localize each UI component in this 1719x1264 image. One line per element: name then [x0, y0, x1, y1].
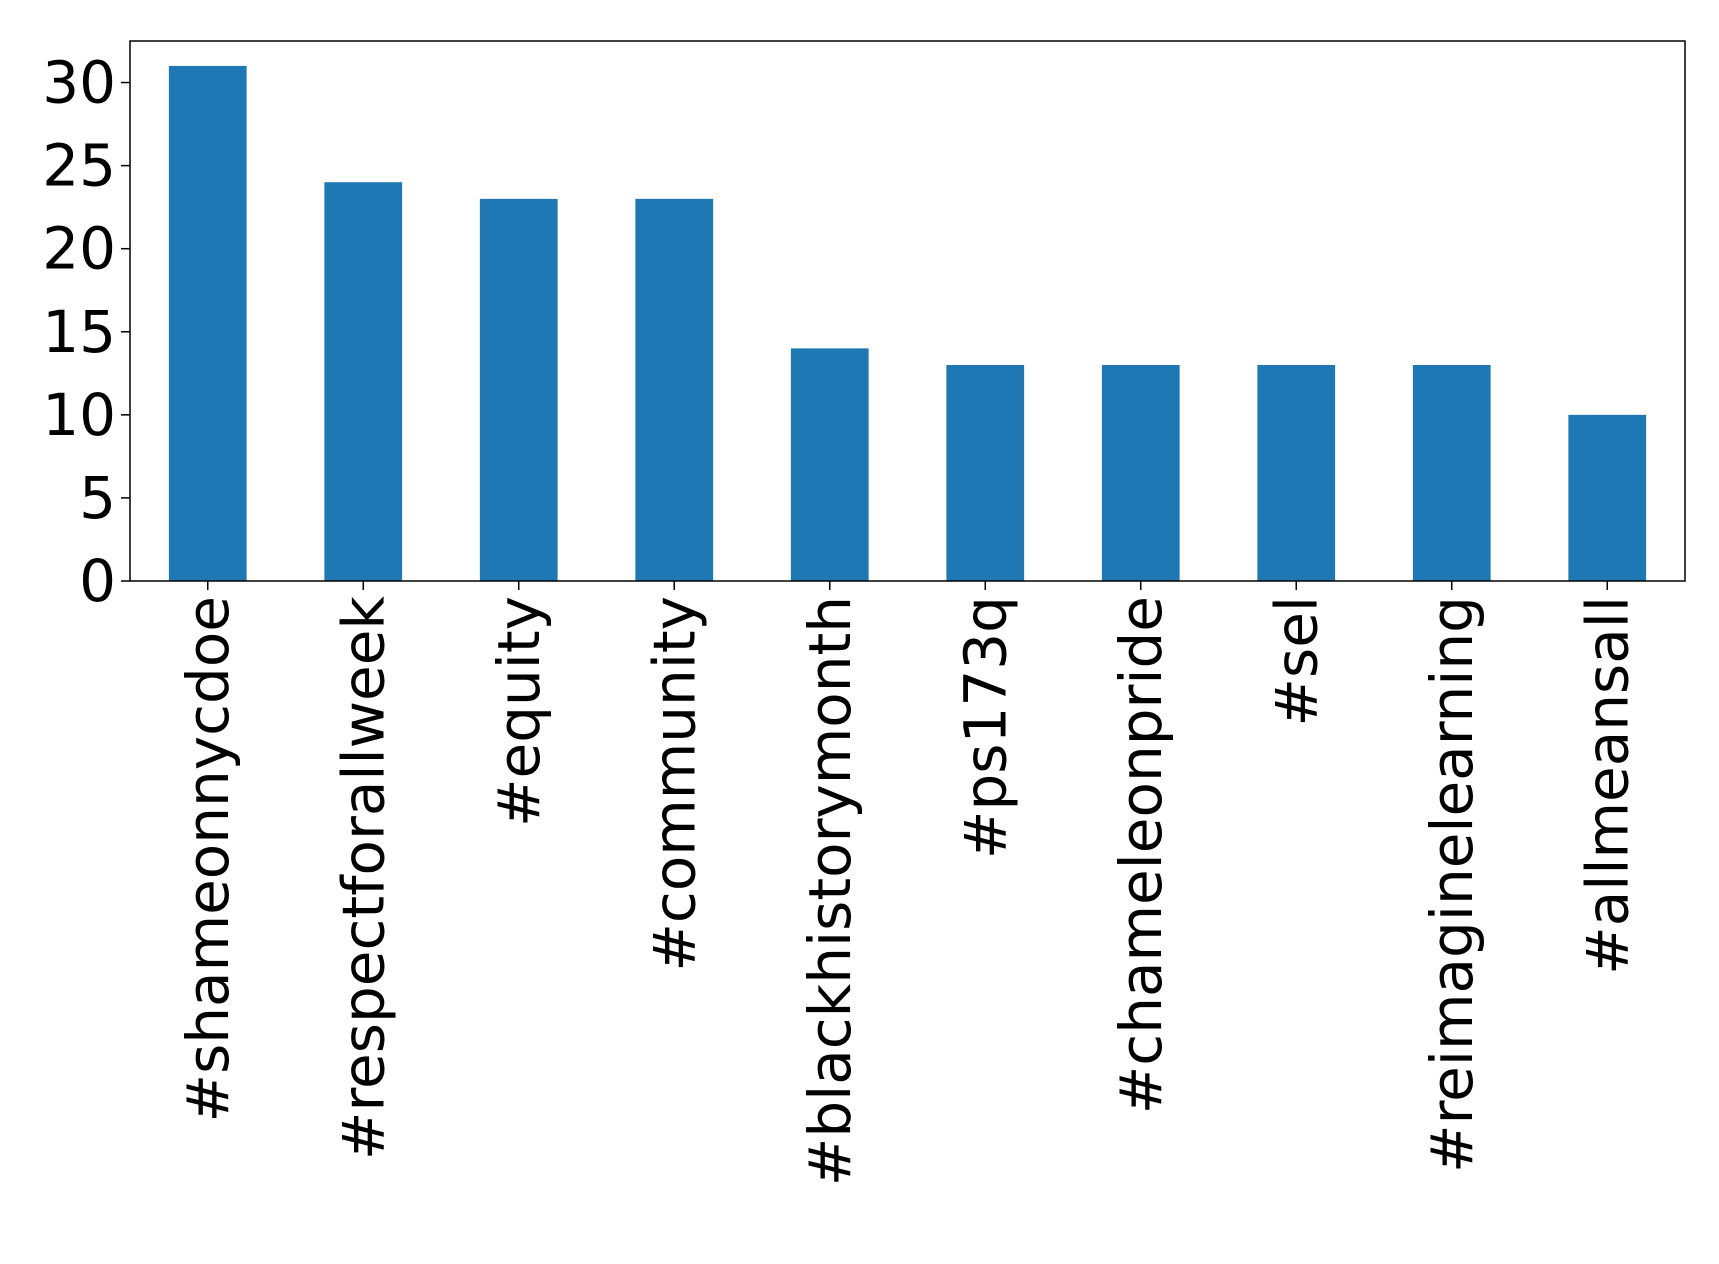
- bar: [790, 348, 869, 581]
- x-tick-label: #community: [640, 596, 708, 972]
- bar: [1568, 414, 1647, 581]
- x-tick-label: #blackhistorymonth: [796, 596, 864, 1186]
- x-tick-label: #equity: [485, 596, 553, 827]
- y-tick-label: 20: [42, 215, 116, 283]
- y-tick-label: 30: [42, 49, 116, 117]
- bar: [168, 65, 247, 582]
- plot-frame: [129, 40, 1686, 582]
- y-tick-label: 5: [79, 464, 116, 532]
- x-tick-label: #respectforallweek: [329, 596, 397, 1161]
- x-tick-label: #sel: [1262, 596, 1330, 727]
- x-tick-label: #ps173q: [951, 596, 1019, 859]
- y-tick-label: 25: [42, 132, 116, 200]
- bar: [324, 182, 403, 582]
- y-tick-label: 0: [79, 547, 116, 615]
- x-tick-label: #reimaginelearning: [1418, 596, 1486, 1173]
- bar: [1257, 365, 1336, 581]
- bar: [1412, 365, 1491, 581]
- bar: [946, 365, 1025, 581]
- x-axis: #shameonnycdoe #respectforallweek #equity #…: [174, 581, 1641, 1186]
- x-tick-label: #chameleonpride: [1107, 596, 1175, 1114]
- y-axis: 0 5 10 15 20 25 30: [42, 49, 130, 615]
- x-tick-label: #allmeansall: [1573, 596, 1641, 975]
- bar: [1101, 365, 1180, 581]
- bar: [479, 198, 558, 581]
- x-tick-label: #shameonnycdoe: [174, 596, 242, 1123]
- bars-layer: [168, 65, 1647, 582]
- y-tick-label: 10: [42, 381, 116, 449]
- y-tick-label: 15: [42, 298, 116, 366]
- bar: [635, 198, 714, 581]
